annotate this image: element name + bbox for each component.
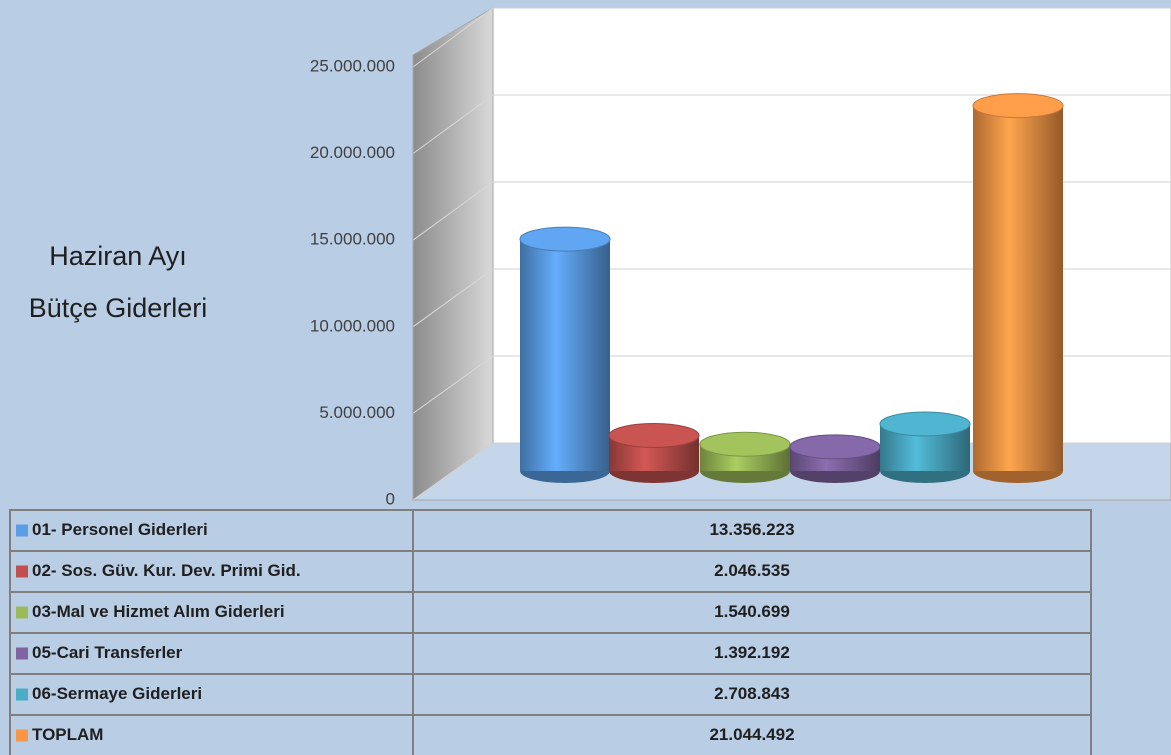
bar-top (519, 226, 611, 252)
y-tick-label: 20.000.000 (310, 143, 395, 162)
table-category: 03-Mal ve Hizmet Alım Giderleri (32, 602, 285, 621)
legend-key (16, 565, 28, 578)
bar (973, 105, 1063, 472)
table-value: 2.708.843 (714, 684, 790, 703)
legend-key (16, 688, 28, 701)
table-value: 2.046.535 (714, 561, 790, 580)
table-value: 13.356.223 (709, 520, 794, 539)
y-tick-label: 25.000.000 (310, 56, 395, 75)
grid-line (412, 442, 494, 501)
bar-top (879, 411, 971, 437)
chart-title: Bütçe Giderleri (29, 293, 208, 323)
bar-top (789, 434, 881, 460)
table-category: 05-Cari Transferler (32, 643, 183, 662)
table-value: 1.392.192 (714, 643, 790, 662)
table-category: 01- Personel Giderleri (32, 520, 208, 539)
grid-line (412, 7, 494, 68)
y-tick-label: 15.000.000 (310, 230, 395, 249)
y-tick-label: 5.000.000 (319, 403, 395, 422)
table-value: 1.540.699 (714, 602, 790, 621)
side-wall (412, 7, 494, 501)
table-category: 06-Sermaye Giderleri (32, 684, 202, 703)
table-category: TOPLAM (32, 725, 103, 744)
legend-key (16, 524, 28, 537)
bar (520, 239, 610, 471)
grid-line (412, 268, 494, 328)
bar-top (699, 431, 791, 457)
grid-line (412, 355, 494, 414)
table-value: 21.044.492 (709, 725, 794, 744)
chart-title: Haziran Ayı (49, 241, 187, 271)
table-category: 02- Sos. Güv. Kur. Dev. Primi Gid. (32, 561, 301, 580)
legend-key (16, 729, 28, 742)
legend-key (16, 647, 28, 660)
grid-line (412, 181, 494, 241)
bar-top (972, 93, 1064, 119)
grid-line (412, 94, 494, 155)
y-tick-label: 0 (386, 489, 395, 508)
bar-top (608, 422, 700, 448)
y-tick-label: 10.000.000 (310, 316, 395, 335)
legend-key (16, 606, 28, 619)
